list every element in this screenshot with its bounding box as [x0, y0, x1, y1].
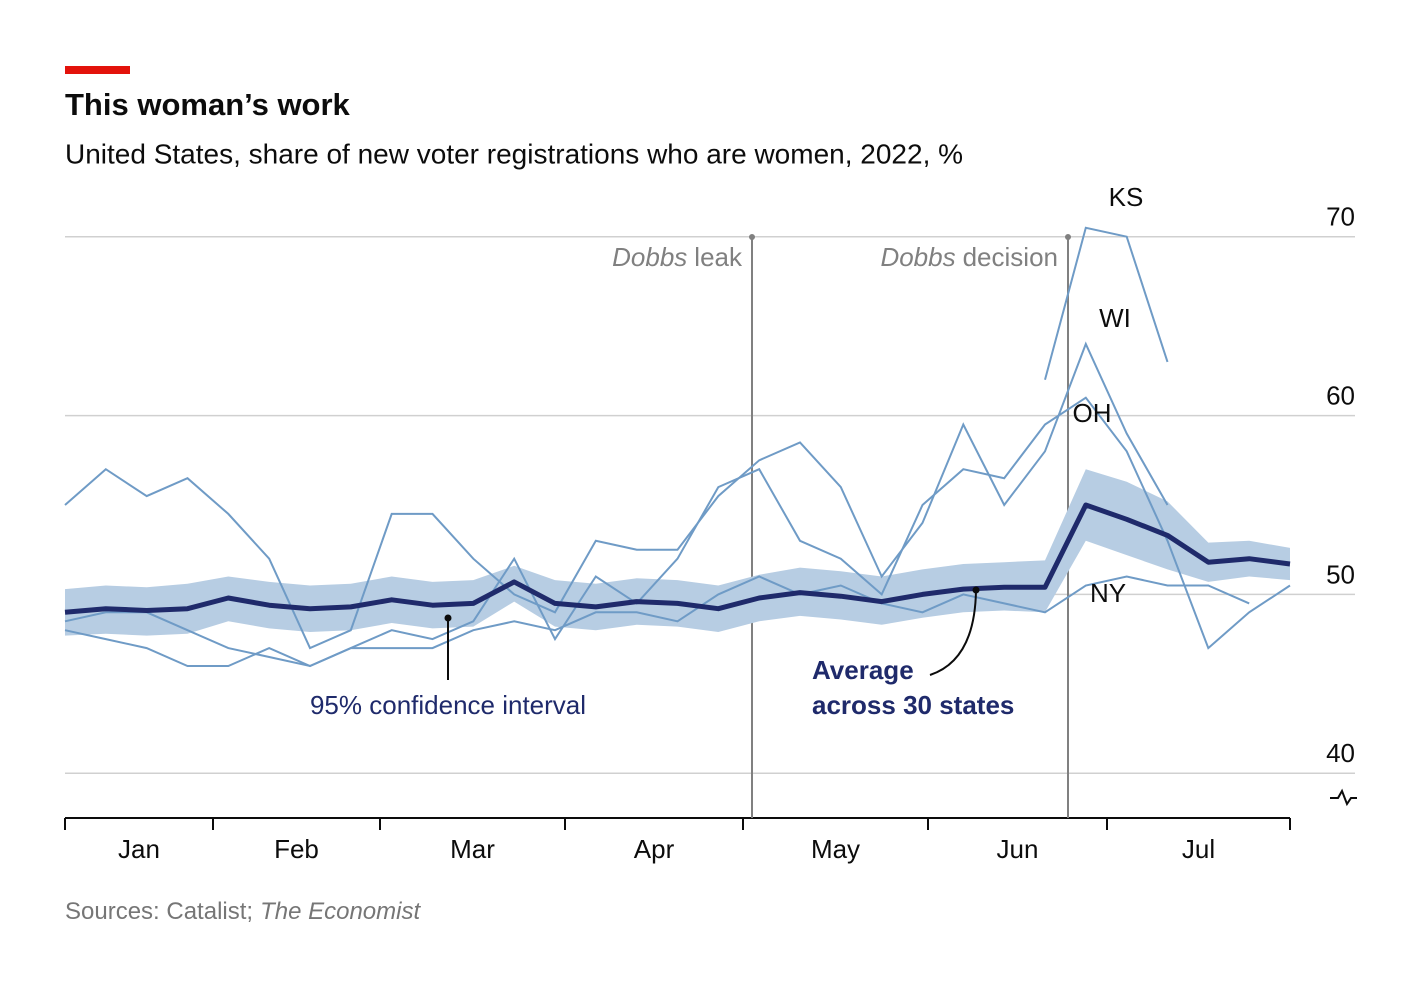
chart-title: This woman’s work	[65, 87, 351, 122]
state-line	[64, 396, 1291, 668]
red-bar	[65, 66, 130, 74]
source-italic: The Economist	[260, 898, 421, 925]
series-label: WI	[1099, 303, 1131, 333]
series-label: KS	[1109, 182, 1144, 212]
ci-band	[65, 469, 1290, 636]
average-pointer	[929, 589, 977, 676]
event-label: Dobbs leak	[612, 242, 743, 272]
event-dot	[749, 234, 755, 240]
average-label: across 30 states	[812, 690, 1014, 720]
event-label-roman: leak	[694, 242, 743, 272]
average-label: Average	[812, 655, 914, 685]
event-label: Dobbs decision	[880, 242, 1058, 272]
x-tick-label: Apr	[634, 834, 675, 864]
x-tick-label: Jan	[118, 834, 160, 864]
ci-pointer-dot	[444, 614, 452, 622]
event-label-italic: Dobbs	[612, 242, 687, 272]
event-label-italic: Dobbs	[880, 242, 955, 272]
event-dot	[1065, 234, 1071, 240]
x-tick-label: May	[811, 834, 860, 864]
series-label: NY	[1090, 578, 1126, 608]
average-line	[64, 502, 1291, 615]
series-label: OH	[1073, 398, 1112, 428]
y-tick-label: 60	[1326, 380, 1355, 410]
y-tick-label: 40	[1326, 738, 1355, 768]
x-tick-label: Jun	[997, 834, 1039, 864]
average-pointer-dot	[972, 586, 980, 594]
state-line	[64, 575, 1250, 668]
chart-subtitle: United States, share of new voter regist…	[65, 138, 963, 169]
x-tick-label: Feb	[274, 834, 319, 864]
x-tick-label: Mar	[450, 834, 495, 864]
source-roman: Sources: Catalist;	[65, 898, 253, 925]
x-tick-label: Jul	[1182, 834, 1215, 864]
state-line	[64, 341, 1169, 650]
axis-break	[1330, 788, 1357, 807]
state-line	[1044, 226, 1169, 381]
y-tick-label: 50	[1326, 559, 1355, 589]
source: Sources: Catalist; The Economist	[65, 898, 421, 925]
ci-label: 95% confidence interval	[310, 690, 586, 720]
y-tick-label: 70	[1326, 202, 1355, 232]
event-label-roman: decision	[963, 242, 1058, 272]
